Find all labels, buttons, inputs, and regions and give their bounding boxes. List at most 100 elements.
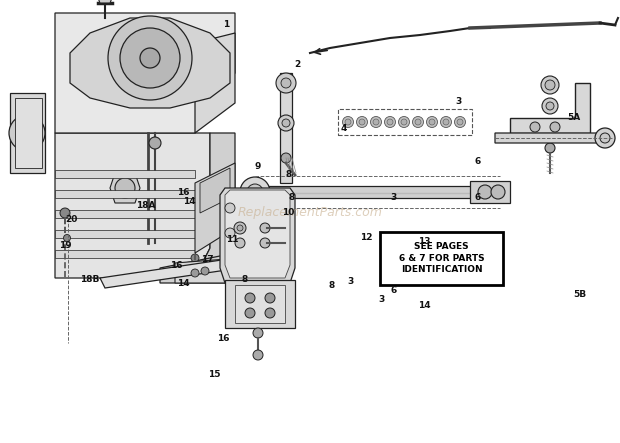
Circle shape — [245, 308, 255, 318]
Polygon shape — [70, 18, 230, 108]
Text: 6: 6 — [391, 286, 397, 295]
Polygon shape — [280, 73, 292, 183]
Polygon shape — [200, 168, 230, 213]
Circle shape — [356, 117, 368, 128]
Circle shape — [401, 119, 407, 125]
Circle shape — [276, 73, 296, 93]
Polygon shape — [225, 190, 290, 278]
Circle shape — [359, 119, 365, 125]
Polygon shape — [55, 190, 195, 198]
Text: 5B: 5B — [573, 290, 587, 299]
Polygon shape — [175, 258, 255, 283]
Circle shape — [63, 234, 71, 241]
Polygon shape — [55, 170, 195, 178]
Polygon shape — [110, 173, 140, 203]
Text: 3: 3 — [378, 295, 384, 303]
Circle shape — [542, 98, 558, 114]
Text: 10: 10 — [282, 208, 294, 217]
Polygon shape — [245, 186, 500, 198]
Circle shape — [108, 16, 192, 100]
Text: 11: 11 — [226, 235, 239, 244]
Circle shape — [234, 222, 246, 234]
Text: 4: 4 — [341, 124, 347, 133]
Polygon shape — [55, 13, 235, 133]
Text: 3: 3 — [391, 193, 397, 202]
Circle shape — [247, 184, 263, 200]
Text: 2: 2 — [294, 60, 301, 69]
Circle shape — [427, 117, 438, 128]
Circle shape — [191, 254, 199, 262]
Text: 6: 6 — [474, 157, 480, 166]
Circle shape — [429, 119, 435, 125]
Circle shape — [443, 119, 449, 125]
Polygon shape — [195, 163, 235, 253]
Circle shape — [265, 308, 275, 318]
Circle shape — [440, 117, 451, 128]
Text: 18B: 18B — [80, 275, 100, 284]
Circle shape — [342, 117, 353, 128]
Circle shape — [260, 238, 270, 248]
Polygon shape — [220, 188, 295, 283]
Circle shape — [491, 185, 505, 199]
Polygon shape — [160, 248, 245, 283]
Polygon shape — [15, 98, 42, 168]
Text: 1: 1 — [223, 20, 229, 29]
Text: 3: 3 — [456, 97, 462, 106]
Text: 6: 6 — [474, 193, 480, 202]
Circle shape — [282, 119, 290, 127]
Circle shape — [253, 328, 263, 338]
Polygon shape — [195, 133, 235, 278]
Text: SEE PAGES
6 & 7 FOR PARTS
IDENTIFICATION: SEE PAGES 6 & 7 FOR PARTS IDENTIFICATION — [399, 242, 485, 274]
Circle shape — [384, 117, 396, 128]
Circle shape — [120, 28, 180, 88]
Polygon shape — [55, 210, 195, 218]
Circle shape — [412, 117, 423, 128]
Circle shape — [245, 293, 255, 303]
Text: 14: 14 — [177, 279, 189, 288]
Text: 14: 14 — [418, 301, 431, 310]
Circle shape — [115, 178, 135, 198]
Text: 19: 19 — [59, 241, 71, 250]
Circle shape — [373, 119, 379, 125]
Circle shape — [140, 48, 160, 68]
Polygon shape — [470, 181, 510, 203]
Circle shape — [387, 119, 393, 125]
Text: 8: 8 — [329, 281, 335, 290]
Text: ReplacementParts.com: ReplacementParts.com — [237, 206, 383, 219]
Circle shape — [225, 203, 235, 213]
Circle shape — [550, 122, 560, 132]
Circle shape — [235, 238, 245, 248]
Circle shape — [457, 119, 463, 125]
Circle shape — [595, 128, 615, 148]
Text: 14: 14 — [183, 197, 195, 206]
Polygon shape — [225, 280, 295, 328]
Polygon shape — [232, 255, 260, 265]
Text: 8: 8 — [242, 275, 248, 284]
Circle shape — [545, 143, 555, 153]
Circle shape — [225, 228, 235, 238]
Text: 16: 16 — [177, 188, 189, 197]
Polygon shape — [100, 258, 240, 288]
Text: 13: 13 — [418, 237, 431, 246]
Circle shape — [371, 117, 381, 128]
Text: 12: 12 — [360, 233, 372, 241]
Polygon shape — [98, 0, 112, 3]
Text: 20: 20 — [65, 215, 78, 224]
Circle shape — [201, 267, 209, 275]
Text: 17: 17 — [202, 255, 214, 264]
Text: 3: 3 — [347, 277, 353, 286]
Polygon shape — [55, 230, 195, 238]
Circle shape — [281, 153, 291, 163]
Circle shape — [60, 208, 70, 218]
Polygon shape — [495, 133, 605, 143]
Polygon shape — [510, 83, 590, 133]
Text: 5A: 5A — [567, 113, 580, 122]
Text: 18A: 18A — [136, 202, 156, 210]
Circle shape — [281, 78, 291, 88]
Circle shape — [454, 117, 466, 128]
Circle shape — [240, 177, 270, 207]
FancyBboxPatch shape — [380, 232, 503, 284]
Circle shape — [9, 115, 45, 151]
Circle shape — [478, 185, 492, 199]
Text: 9: 9 — [254, 162, 260, 171]
